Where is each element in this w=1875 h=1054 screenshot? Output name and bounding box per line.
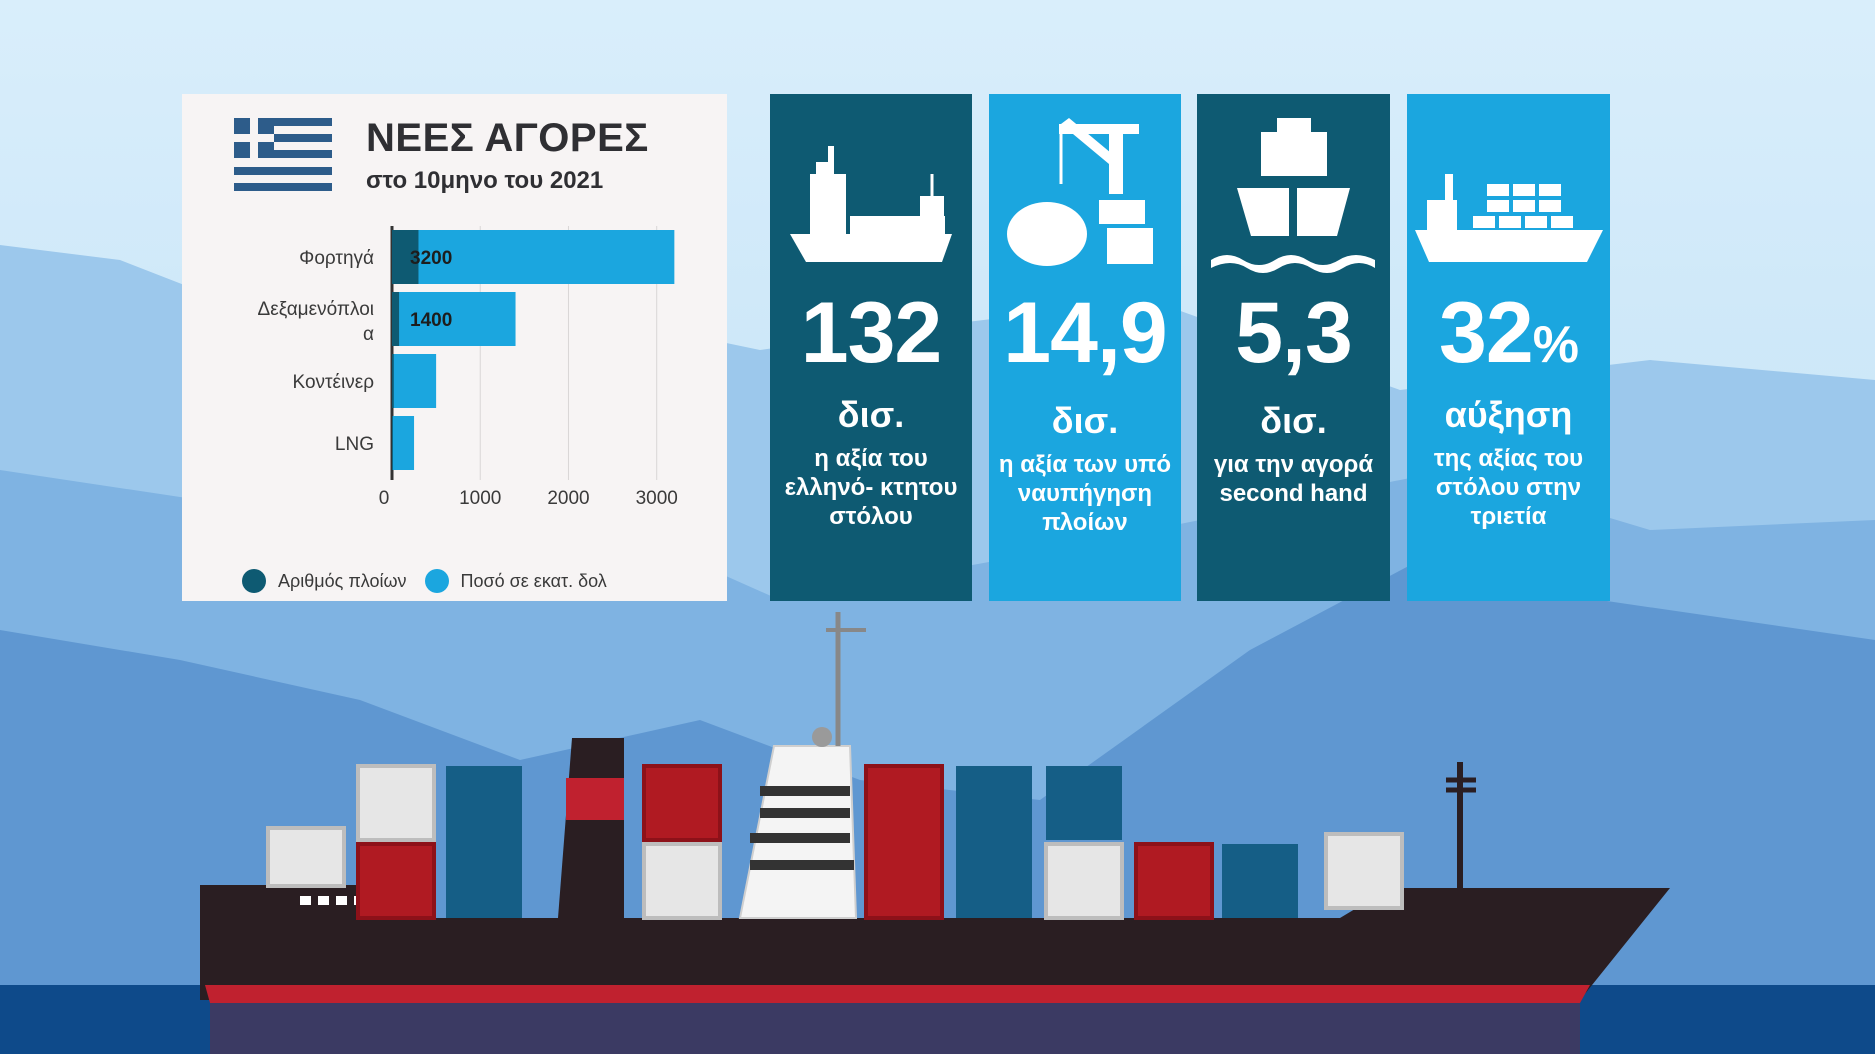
stat-description: η αξία του ελληνό- κτητου στόλου — [784, 445, 958, 530]
hull-reflection — [210, 1003, 1580, 1054]
greek-flag-icon — [234, 118, 332, 191]
bar-count — [392, 230, 419, 284]
category-label: LNG — [335, 434, 374, 455]
x-tick-label: 0 — [379, 488, 390, 509]
legend-item-count: Αριθμός πλοίων — [242, 569, 407, 593]
bar-count — [392, 416, 393, 470]
category-label: Δεξαμενόπλοι — [258, 299, 374, 320]
bar-chart: 3200 Φορτηγά 1400 Δεξαμενόπλοι α Κοντέινερ LNG… — [258, 226, 678, 509]
stat-description: η αξία των υπό ναυπήγηση πλοίων — [998, 451, 1172, 536]
ship-on-waves-icon — [1211, 118, 1375, 273]
chart-panel: ΝΕΕΣ ΑΓΟΡΕΣ στο 10μηνο του 2021 3200 Φορτ… — [182, 94, 727, 601]
chart-legend: Αριθμός πλοίων Ποσό σε εκατ. δολ — [242, 569, 625, 593]
category-label: Φορτηγά — [299, 248, 374, 269]
stat-value: 32% — [1439, 285, 1579, 381]
bar-count — [392, 292, 400, 346]
container-ship-icon — [1415, 174, 1603, 262]
containers — [266, 764, 1404, 920]
x-tick-label: 2000 — [547, 488, 589, 509]
bar-amount — [392, 230, 675, 284]
category-label: Κοντέινερ — [293, 372, 375, 393]
legend-item-amount: Ποσό σε εκατ. δολ — [424, 569, 607, 593]
stat-value: 132 — [800, 285, 942, 381]
legend-swatch-amount — [424, 569, 449, 593]
bar-amount — [392, 354, 437, 408]
ship-hull — [200, 885, 1670, 1000]
bar-data-label: 3200 — [410, 248, 452, 269]
chart-subtitle: στο 10μηνο του 2021 — [366, 167, 604, 194]
stat-description: για την αγορά second hand — [1213, 451, 1374, 507]
stat-unit: δισ. — [1051, 400, 1119, 441]
bar-amount — [392, 292, 516, 346]
stat-unit: δισ. — [1260, 400, 1327, 441]
bar-amount — [392, 416, 415, 470]
x-tick-label: 1000 — [459, 488, 501, 509]
ship-waterline — [205, 985, 1590, 1003]
cargo-ship-icon — [790, 146, 952, 262]
legend-label-amount: Ποσό σε εκατ. δολ — [460, 570, 607, 591]
x-tick-label: 3000 — [636, 488, 678, 509]
stat-unit: δισ. — [837, 394, 905, 435]
legend-label-count: Αριθμός πλοίων — [278, 570, 407, 591]
stat-value: 14,9 — [1003, 285, 1167, 381]
category-label: α — [363, 324, 374, 345]
stat-card-fleet-value: 132 δισ. η αξία του ελληνό- κτητου στόλο… — [770, 94, 972, 601]
bar-data-label: 1400 — [410, 310, 452, 331]
stat-unit: αύξηση — [1444, 394, 1573, 435]
stat-value: 5,3 — [1235, 285, 1353, 381]
stat-card-secondhand-value: 5,3 δισ. για την αγορά second hand — [1197, 94, 1390, 601]
bar-count — [392, 354, 394, 408]
chart-title: ΝΕΕΣ ΑΓΟΡΕΣ — [366, 116, 649, 160]
shipyard-crane-icon — [1007, 118, 1153, 266]
stat-card-newbuild-value: 14,9 δισ. η αξία των υπό ναυπήγηση πλοίω… — [989, 94, 1181, 601]
stat-description: της αξίας του στόλου στην τριετία — [1433, 445, 1584, 530]
legend-swatch-count — [242, 569, 266, 593]
stat-card-growth: 32% αύξηση της αξίας του στόλου στην τρι… — [1407, 94, 1610, 601]
